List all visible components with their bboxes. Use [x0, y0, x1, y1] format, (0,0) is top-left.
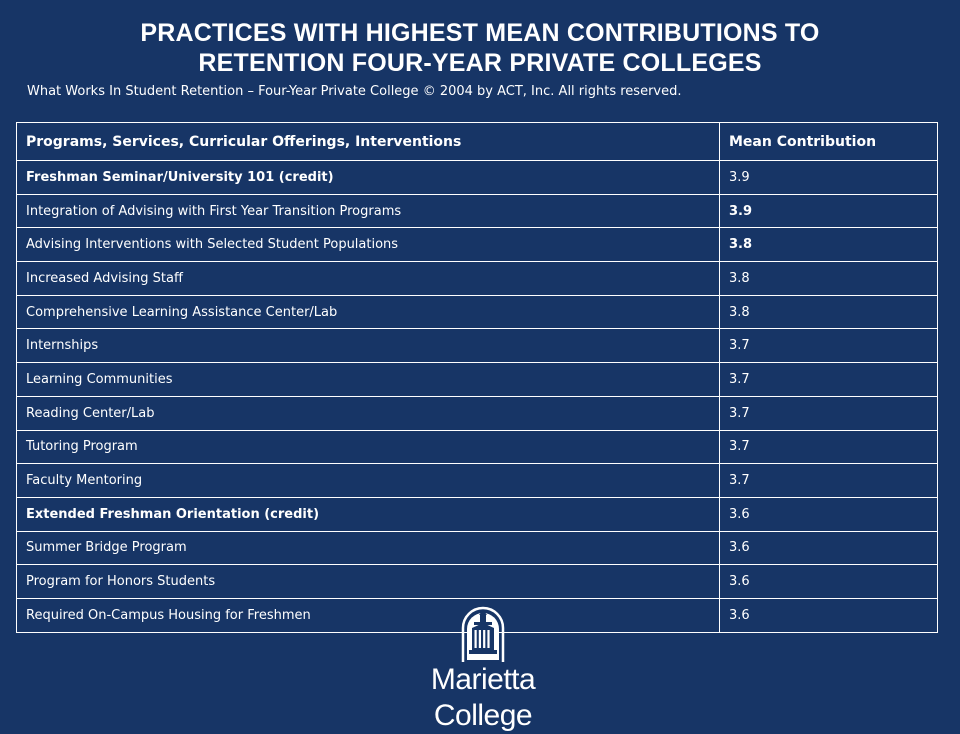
retention-practices-table: Programs, Services, Curricular Offerings… [16, 122, 938, 633]
college-seal-icon [461, 606, 505, 662]
table-row: Extended Freshman Orientation (credit) 3.… [16, 496, 938, 532]
table-row: Learning Communities 3.7 [16, 362, 938, 397]
mean-contribution-cell: 3.6 [719, 496, 938, 532]
mean-contribution-cell: 3.8 [719, 227, 938, 263]
practice-cell: Program for Honors Students [16, 564, 720, 599]
mean-contribution-cell: 3.7 [719, 362, 938, 397]
mean-contribution-cell: 3.7 [719, 429, 938, 465]
mean-contribution-cell: 3.9 [719, 193, 938, 229]
practice-cell: Integration of Advising with First Year … [16, 193, 720, 229]
practice-cell: Tutoring Program [16, 429, 720, 465]
table-row: Required On-Campus Housing for Freshmen 3… [16, 597, 938, 633]
table-header-row: Programs, Services, Curricular Offerings… [16, 122, 938, 161]
mean-contribution-cell: 3.6 [719, 597, 938, 633]
practice-cell: Internships [16, 328, 720, 364]
title-line-1: PRACTICES WITH HIGHEST MEAN CONTRIBUTION… [140, 19, 820, 47]
mean-contribution-cell: 3.7 [719, 463, 938, 498]
practice-cell: Summer Bridge Program [16, 530, 720, 566]
mean-contribution-cell: 3.7 [719, 328, 938, 364]
table-row: Program for Honors Students 3.6 [16, 564, 938, 599]
marietta-college-logo: Marietta College [378, 604, 588, 732]
mean-contribution-cell: 3.8 [719, 294, 938, 330]
mean-contribution-cell: 3.6 [719, 564, 938, 599]
college-name: Marietta College [430, 663, 536, 732]
table-row: Comprehensive Learning Assistance Center… [16, 294, 938, 330]
copyright-subtitle: What Works In Student Retention – Four-Y… [27, 84, 682, 99]
mean-contribution-cell: 3.6 [719, 530, 938, 566]
table-row: Faculty Mentoring 3.7 [16, 463, 938, 498]
table-body: Freshman Seminar/University 101 (credit)… [16, 160, 938, 633]
practice-cell: Required On-Campus Housing for Freshmen [16, 597, 720, 633]
title-line-2: RETENTION FOUR-YEAR PRIVATE COLLEGES [198, 49, 762, 77]
practice-cell: Reading Center/Lab [16, 395, 720, 431]
table-row: Internships 3.7 [16, 328, 938, 364]
table-row: Reading Center/Lab 3.7 [16, 395, 938, 431]
table-row: Advising Interventions with Selected Stu… [16, 227, 938, 263]
table-row: Summer Bridge Program 3.6 [16, 530, 938, 566]
header-practices: Programs, Services, Curricular Offerings… [16, 122, 720, 161]
practice-cell: Increased Advising Staff [16, 261, 720, 296]
mean-contribution-cell: 3.8 [719, 261, 938, 296]
header-mean-contribution: Mean Contribution [719, 122, 938, 161]
practice-cell: Comprehensive Learning Assistance Center… [16, 294, 720, 330]
table-row: Freshman Seminar/University 101 (credit)… [16, 160, 938, 195]
practice-cell: Extended Freshman Orientation (credit) [16, 496, 720, 532]
table-row: Tutoring Program 3.7 [16, 429, 938, 465]
practice-cell: Learning Communities [16, 362, 720, 397]
practice-cell: Advising Interventions with Selected Stu… [16, 227, 720, 263]
page-title: PRACTICES WITH HIGHEST MEAN CONTRIBUTION… [0, 18, 960, 78]
practice-cell: Faculty Mentoring [16, 463, 720, 498]
table-row: Increased Advising Staff 3.8 [16, 261, 938, 296]
practice-cell: Freshman Seminar/University 101 (credit) [16, 160, 720, 195]
mean-contribution-cell: 3.7 [719, 395, 938, 431]
table-row: Integration of Advising with First Year … [16, 193, 938, 229]
mean-contribution-cell: 3.9 [719, 160, 938, 195]
